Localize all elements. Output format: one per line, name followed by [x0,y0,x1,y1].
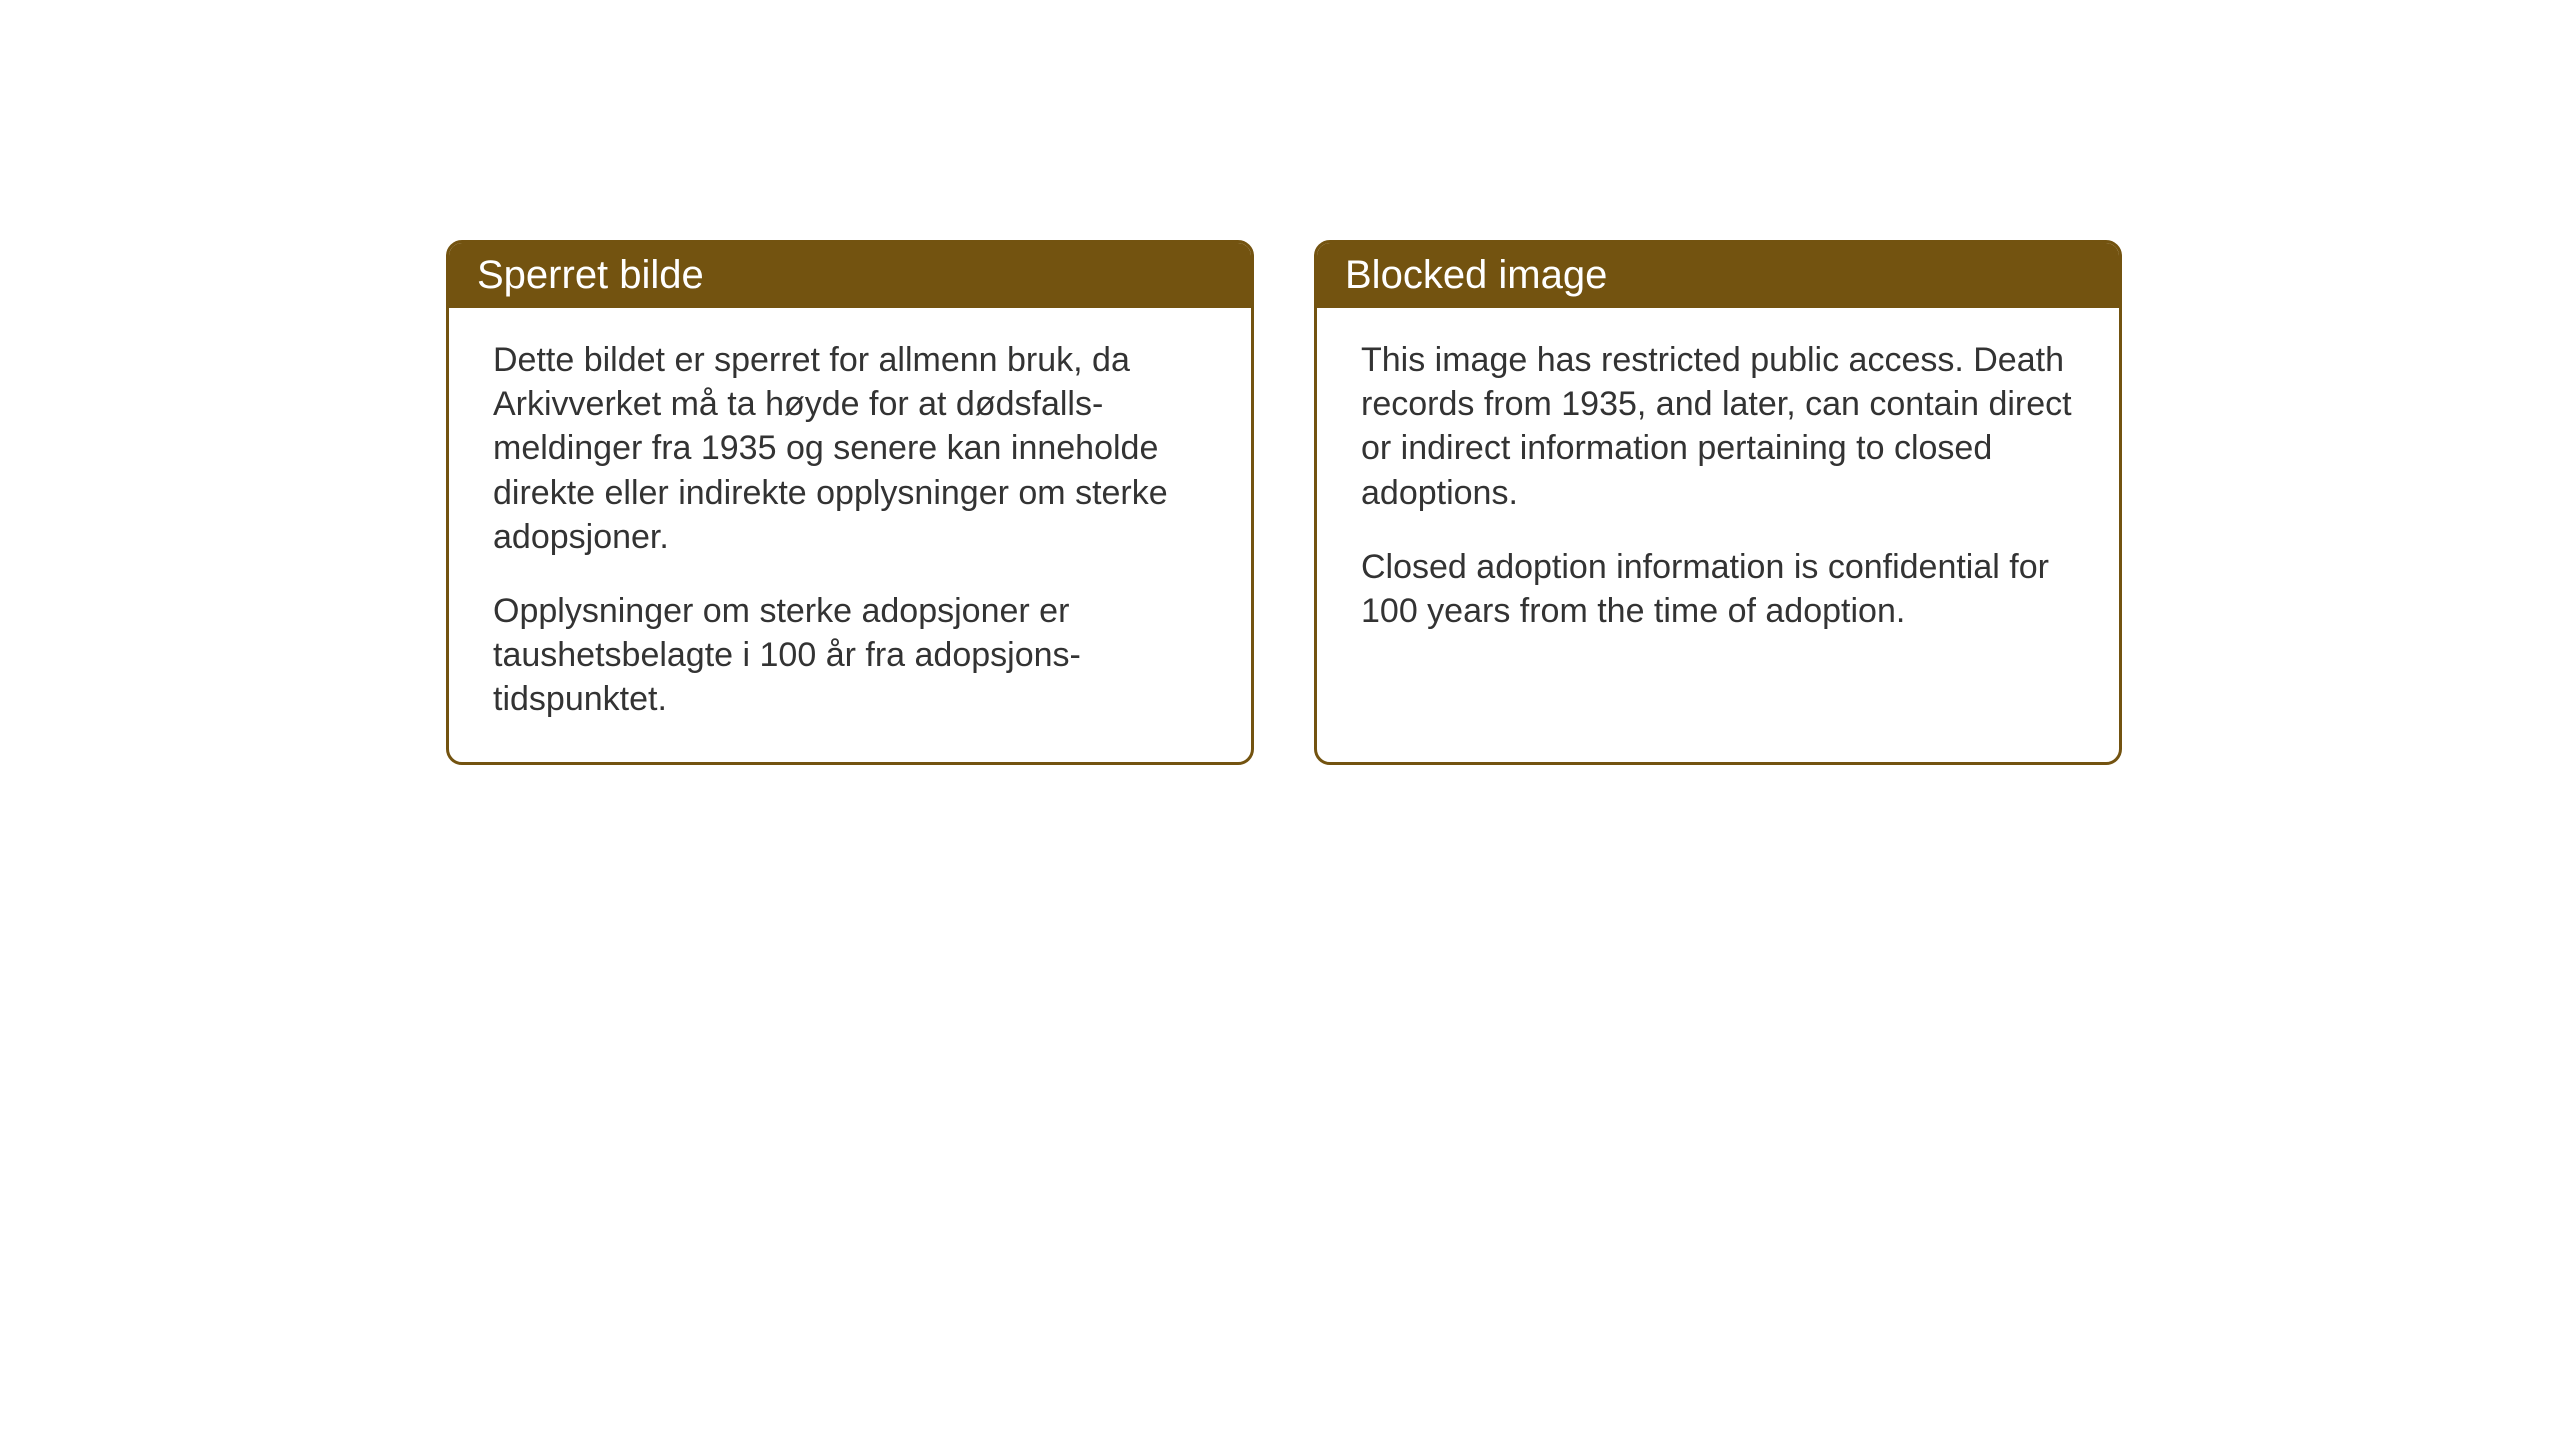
notice-card-norwegian: Sperret bilde Dette bildet er sperret fo… [446,240,1254,765]
card-paragraph-english-2: Closed adoption information is confident… [1361,545,2075,633]
card-paragraph-norwegian-2: Opplysninger om sterke adopsjoner er tau… [493,589,1207,722]
card-title-norwegian: Sperret bilde [477,253,704,297]
card-header-english: Blocked image [1317,243,2119,308]
notice-container: Sperret bilde Dette bildet er sperret fo… [446,240,2122,765]
card-paragraph-english-1: This image has restricted public access.… [1361,338,2075,515]
card-paragraph-norwegian-1: Dette bildet er sperret for allmenn bruk… [493,338,1207,559]
card-title-english: Blocked image [1345,253,1607,297]
card-body-norwegian: Dette bildet er sperret for allmenn bruk… [449,308,1251,762]
card-body-english: This image has restricted public access.… [1317,308,2119,673]
notice-card-english: Blocked image This image has restricted … [1314,240,2122,765]
card-header-norwegian: Sperret bilde [449,243,1251,308]
